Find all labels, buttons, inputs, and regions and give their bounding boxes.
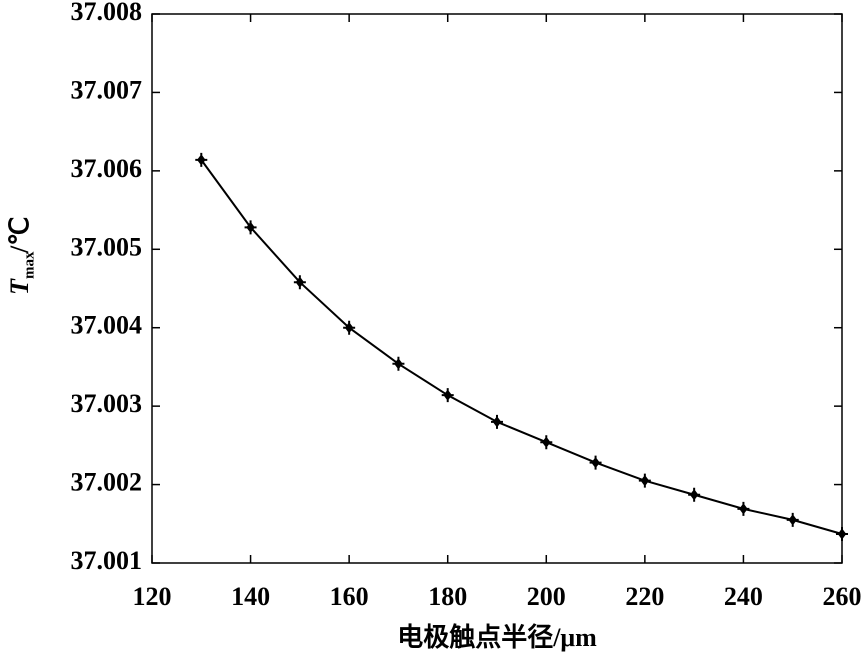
- marker: [638, 473, 651, 488]
- marker: [540, 435, 553, 450]
- marker: [392, 356, 405, 371]
- y-label-main: T: [5, 278, 34, 295]
- marker: [836, 526, 848, 541]
- marker: [293, 275, 306, 290]
- y-tick-label: 37.008: [71, 0, 143, 26]
- marker: [491, 414, 503, 429]
- marker: [195, 152, 208, 167]
- y-tick-label: 37.001: [71, 546, 143, 575]
- y-tick-label: 37.007: [71, 75, 143, 104]
- y-label-unit: /℃: [5, 217, 34, 254]
- x-tick-label: 120: [133, 582, 172, 611]
- y-axis-label: T max /℃: [5, 217, 37, 295]
- y-tick-label: 37.004: [71, 311, 143, 340]
- x-tick-label: 240: [724, 582, 763, 611]
- marker: [688, 487, 701, 502]
- marker: [737, 501, 750, 516]
- x-tick-label: 260: [823, 582, 862, 611]
- marker: [786, 512, 799, 527]
- marker: [589, 455, 602, 470]
- x-axis-label: 电极触点半径/μm: [397, 622, 597, 652]
- plot-frame: [151, 13, 843, 564]
- x-tick-label: 180: [428, 582, 467, 611]
- marker: [244, 220, 257, 235]
- y-label-sub: max: [21, 251, 37, 279]
- y-tick-label: 37.002: [71, 468, 143, 497]
- x-tick-label: 140: [231, 582, 270, 611]
- marker: [441, 388, 454, 403]
- x-tick-label: 220: [625, 582, 664, 611]
- y-tick-label: 37.006: [71, 154, 143, 183]
- series-line: [200, 159, 843, 535]
- x-tick-label: 160: [330, 582, 369, 611]
- x-tick-label: 200: [527, 582, 566, 611]
- y-tick-label: 37.005: [71, 232, 143, 261]
- marker: [343, 320, 356, 335]
- y-tick-label: 37.003: [71, 389, 143, 418]
